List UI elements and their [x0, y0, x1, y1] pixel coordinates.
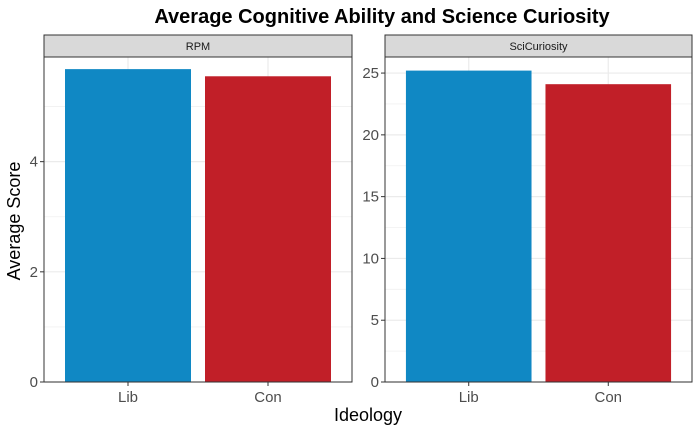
facet-strip-label: RPM [186, 41, 210, 53]
y-tick-label: 0 [371, 374, 379, 391]
y-tick-label: 5 [371, 312, 379, 329]
facet-panel-rpm: RPM 0 2 4 Lib Con [30, 34, 353, 406]
x-tick-label: Lib [459, 389, 479, 406]
facet-panel-scicuriosity: SciCuriosity 0 5 10 15 20 25 Lib Con [362, 34, 693, 406]
y-tick-label: 25 [362, 65, 379, 82]
panel-border [384, 56, 693, 383]
x-tick-label: Con [254, 389, 282, 406]
y-tick-label: 4 [30, 154, 38, 171]
y-tick-label: 10 [362, 250, 379, 267]
x-tick-label: Con [595, 389, 623, 406]
facet-strip-label: SciCuriosity [509, 41, 568, 53]
y-tick-label: 20 [362, 127, 379, 144]
chart-title: Average Cognitive Ability and Science Cu… [154, 6, 610, 28]
y-tick-label: 2 [30, 264, 38, 281]
bar-con [545, 84, 672, 382]
y-tick-label: 0 [30, 374, 38, 391]
bar-lib [65, 69, 191, 382]
y-tick-label: 15 [362, 189, 379, 206]
x-axis-title: Ideology [334, 405, 402, 425]
bar-lib [405, 70, 532, 383]
y-axis-title: Average Score [4, 162, 24, 281]
x-tick-label: Lib [118, 389, 138, 406]
bar-con [205, 76, 331, 382]
panel-border [43, 56, 353, 383]
